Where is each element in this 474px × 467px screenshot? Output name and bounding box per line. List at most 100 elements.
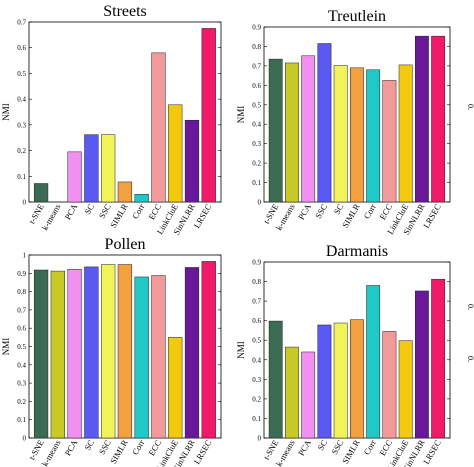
bar-k-means: [50, 270, 65, 439]
y-axis-label: NMI: [236, 341, 246, 359]
y-tick-label: 0.7: [17, 306, 26, 314]
y-tick-label: 0.1: [252, 179, 261, 187]
edge-fragment-label: 0.: [466, 356, 474, 362]
bar-k-means: [285, 346, 299, 439]
bar-ssc: [101, 134, 116, 203]
bar-t-sne: [268, 58, 283, 203]
y-tick-label: 0.5: [252, 101, 261, 109]
y-tick-label: 0.5: [252, 337, 261, 345]
chart-title: Darmanis: [326, 243, 388, 260]
bar-ecc: [151, 275, 166, 439]
y-tick-label: 0.8: [252, 278, 261, 286]
chart-panel-1: Streets00.10.20.30.40.50.60.7NMIt-SNEk-m…: [1, 3, 222, 236]
x-category-label: PCA: [62, 201, 79, 221]
bar-corr: [366, 69, 381, 203]
x-category-label: SC: [82, 202, 96, 216]
bar-pca: [67, 269, 82, 439]
bar-lrsec: [201, 28, 216, 203]
y-axis-label: NMI: [1, 338, 11, 356]
y-tick-label: 0.3: [252, 140, 261, 148]
chart-panel-3: Pollen00.10.20.30.40.50.60.70.80.91NMIt-…: [1, 236, 222, 467]
y-tick-label: 0.5: [17, 70, 26, 78]
y-tick-label: 0.3: [17, 121, 26, 129]
bar-sinnlrr: [184, 267, 200, 439]
bar-ecc: [382, 80, 397, 203]
bar-simlr: [350, 319, 364, 439]
x-category-label: SIMLR: [108, 202, 130, 230]
y-tick-label: 0.7: [252, 298, 261, 306]
y-tick-label: 0.8: [17, 288, 26, 296]
bar-lrsec: [201, 261, 216, 439]
chart-panel-4: Darmanis00.10.20.30.40.50.60.70.80.9NMIt…: [236, 243, 451, 467]
y-tick-label: 0: [23, 199, 27, 207]
bar-linkclue: [168, 337, 183, 439]
y-tick-label: 0.5: [17, 343, 26, 351]
y-tick-label: 0.6: [17, 44, 26, 52]
y-tick-label: 0.1: [17, 173, 26, 181]
bar-corr: [366, 285, 381, 439]
x-category-label: SC: [82, 438, 96, 452]
x-category-label: Corr: [130, 202, 147, 221]
edge-fragment-label: 0.: [466, 104, 474, 110]
bar-sc: [333, 65, 348, 203]
y-tick-label: 0.2: [252, 160, 261, 168]
bar-sc: [84, 266, 99, 439]
x-category-label: Corr: [361, 438, 378, 457]
bar-pca: [301, 351, 316, 439]
x-category-label: PCA: [296, 437, 313, 457]
bar-ecc: [151, 52, 166, 203]
bar-lrsec: [431, 35, 446, 203]
bar-t-sne: [33, 269, 49, 439]
y-tick-label: 0.6: [17, 325, 26, 333]
bar-sc: [84, 134, 99, 203]
y-tick-label: 0.7: [252, 62, 261, 70]
x-category-label: PCA: [296, 201, 313, 221]
y-tick-label: 0: [23, 435, 27, 443]
bar-pca: [301, 55, 316, 203]
bar-ssc: [101, 264, 116, 439]
x-category-label: Corr: [130, 438, 147, 457]
chart-title: Streets: [103, 3, 147, 20]
x-category-label: SC: [315, 438, 329, 452]
y-tick-label: 1: [23, 252, 27, 260]
x-category-label: SSC: [313, 202, 329, 220]
y-tick-label: 0.7: [17, 19, 26, 27]
y-axis-label: NMI: [236, 106, 246, 124]
y-tick-label: 0: [258, 435, 262, 443]
bar-ecc: [382, 331, 397, 439]
y-tick-label: 0.3: [252, 376, 261, 384]
bar-corr: [134, 194, 149, 203]
y-tick-label: 0: [258, 199, 262, 207]
x-category-label: SC: [332, 202, 346, 216]
x-category-label: PCA: [62, 437, 79, 457]
bar-lrsec: [431, 278, 446, 439]
y-tick-label: 0.9: [252, 259, 261, 267]
y-tick-label: 0.2: [17, 398, 26, 406]
bar-ssc: [333, 322, 348, 439]
bar-k-means: [285, 62, 299, 203]
chart-title: Pollen: [105, 236, 146, 253]
y-tick-label: 0.1: [252, 415, 261, 423]
chart-title: Treutlein: [328, 8, 386, 25]
y-tick-label: 0.3: [17, 380, 26, 388]
y-tick-label: 0.8: [252, 43, 261, 51]
bar-pca: [67, 151, 82, 203]
y-tick-label: 0.4: [17, 361, 26, 369]
edge-fragment-label: 0.: [466, 304, 474, 310]
y-tick-label: 0.4: [17, 96, 26, 104]
bar-ssc: [317, 43, 332, 203]
bar-linkclue: [398, 64, 413, 203]
chart-panel-2: Treutlein 0 0.1 0.2 0.3 0.4 0.5 0.6 0.7 0.8 0.9 NMI…: [236, 8, 451, 236]
y-tick-label: 0.6: [252, 317, 261, 325]
x-category-label: SSC: [97, 438, 113, 456]
bar-simlr: [117, 181, 133, 203]
y-tick-label: 0.9: [17, 270, 26, 278]
bar-corr: [134, 276, 149, 439]
bar-simlr: [117, 264, 133, 439]
bar-sinnlrr: [414, 35, 429, 203]
y-tick-label: 0.2: [17, 147, 26, 155]
y-tick-label: 0.1: [17, 416, 26, 424]
bar-sinnlrr: [184, 119, 200, 203]
y-tick-label: 0.9: [252, 24, 261, 32]
